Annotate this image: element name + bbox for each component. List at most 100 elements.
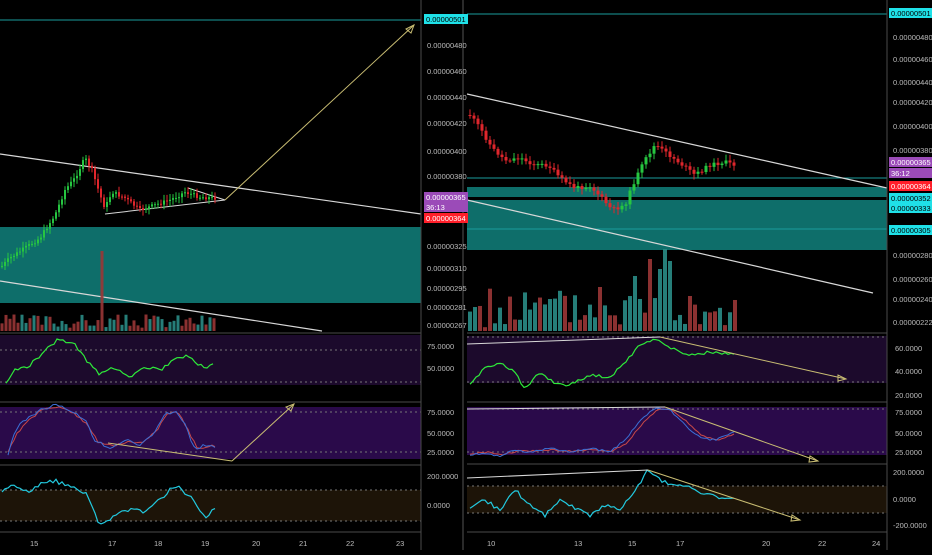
left-volume-bar xyxy=(176,315,180,331)
left-volume-bar xyxy=(32,315,36,331)
left-candle-body xyxy=(46,228,48,231)
right-candle-body xyxy=(476,118,480,125)
right-candle-body xyxy=(580,186,584,190)
right-candle-body xyxy=(604,196,608,204)
right-descending-trendline[interactable] xyxy=(466,93,888,189)
left-candle-body xyxy=(28,244,30,246)
right-volume-bar xyxy=(473,307,477,331)
left-stoch-divergence-line[interactable] xyxy=(107,442,233,462)
left-price-label: 36:13 xyxy=(426,203,445,212)
left-projection-arrow[interactable] xyxy=(224,24,415,201)
right-price-label: 0.00000333 xyxy=(891,204,931,213)
right-stoch-trendline[interactable] xyxy=(466,406,666,410)
right-rsi-arrow[interactable] xyxy=(659,336,847,380)
left-cci-panel[interactable] xyxy=(0,490,421,521)
left-volume-bar xyxy=(104,327,108,331)
left-candle-body xyxy=(136,205,138,207)
left-stoch-tick: 25.0000 xyxy=(427,448,454,457)
left-candle-body xyxy=(112,193,114,198)
right-stoch-panel[interactable] xyxy=(467,407,887,455)
left-candle-body xyxy=(181,193,183,198)
right-candle-body xyxy=(708,165,712,167)
left-stoch-panel[interactable] xyxy=(0,407,421,459)
right-volume-bar xyxy=(528,309,532,331)
right-volume-bar xyxy=(538,297,542,331)
left-price-tick: 0.00000400 xyxy=(427,147,467,156)
left-volume-bar xyxy=(16,322,20,331)
right-candle-body xyxy=(516,158,520,160)
left-candle-body xyxy=(130,199,132,202)
right-candle-body xyxy=(544,163,548,167)
left-descending-trendline[interactable] xyxy=(0,153,422,215)
right-volume-bar xyxy=(578,319,582,331)
right-candle-body xyxy=(520,158,524,160)
left-candle-body xyxy=(1,265,3,267)
left-volume-bar xyxy=(156,316,160,331)
right-time-tick: 17 xyxy=(676,539,684,548)
right-cci-panel[interactable] xyxy=(467,486,887,513)
right-stoch-tick: 50.0000 xyxy=(895,429,922,438)
right-volume-bar xyxy=(548,299,552,331)
right-candle-body xyxy=(648,153,652,158)
right-price-label: 0.00000365 xyxy=(891,158,931,167)
left-lower-trendline[interactable] xyxy=(0,280,323,332)
left-volume-bar xyxy=(160,319,164,331)
right-candle-body xyxy=(532,164,536,166)
left-candle-body xyxy=(94,168,96,180)
left-candle-body xyxy=(115,192,117,194)
left-time-tick: 17 xyxy=(108,539,116,548)
left-price-label: 0.00000501 xyxy=(426,15,466,24)
right-candle-body xyxy=(636,172,640,185)
right-volume-bar xyxy=(728,312,732,331)
right-volume-bar xyxy=(568,322,572,331)
left-candle-body xyxy=(88,158,90,166)
left-wedge-support-line[interactable] xyxy=(104,199,226,215)
left-volume-bar xyxy=(56,326,60,331)
right-candle-body xyxy=(496,148,500,155)
right-volume-bar xyxy=(713,311,717,331)
right-volume-bar xyxy=(478,305,482,331)
left-candle-body xyxy=(49,223,51,229)
left-candle-body xyxy=(172,198,174,200)
right-cci-trendline[interactable] xyxy=(466,469,649,479)
right-volume-bar xyxy=(583,315,587,331)
left-stoch-arrow[interactable] xyxy=(231,403,295,462)
right-volume-bar xyxy=(638,298,642,331)
right-volume-bar xyxy=(593,317,597,331)
right-lower-trendline[interactable] xyxy=(466,199,874,294)
right-candle-body xyxy=(692,169,696,174)
right-stoch-arrow[interactable] xyxy=(664,406,819,462)
right-candle-body xyxy=(472,115,476,119)
right-candle-body xyxy=(680,162,684,166)
right-candle-body xyxy=(540,163,544,165)
left-volume-bar xyxy=(116,314,120,331)
left-volume-bar xyxy=(180,325,184,331)
right-candle-body xyxy=(588,187,592,189)
left-candle-body xyxy=(205,197,207,200)
right-volume-bar xyxy=(643,312,647,331)
right-volume-bar xyxy=(513,319,517,331)
right-rsi-panel[interactable] xyxy=(467,336,887,383)
right-volume-bar xyxy=(613,315,617,331)
left-rsi-panel[interactable] xyxy=(0,335,421,385)
right-cci-tick: 0.0000 xyxy=(893,495,916,504)
right-volume-bar xyxy=(658,269,662,331)
left-cci-line xyxy=(1,478,216,525)
left-candle-body xyxy=(31,244,33,246)
left-pane[interactable] xyxy=(0,0,422,550)
right-rsi-trendline[interactable] xyxy=(466,336,661,345)
left-stoch-tick: 75.0000 xyxy=(427,408,454,417)
right-price-tick: 0.00000380 xyxy=(893,146,932,155)
left-volume-bar xyxy=(40,324,44,331)
right-candle-body xyxy=(640,164,644,173)
left-candle-body xyxy=(118,192,120,197)
left-candle-body xyxy=(73,178,75,182)
right-price-label-box xyxy=(889,157,932,167)
right-cci-arrow[interactable] xyxy=(647,469,801,521)
left-rsi-tick: 50.0000 xyxy=(427,364,454,373)
left-volume-bar xyxy=(172,320,176,331)
right-candle-body xyxy=(608,203,612,208)
right-pane[interactable] xyxy=(462,0,888,550)
right-candle-body xyxy=(492,144,496,149)
